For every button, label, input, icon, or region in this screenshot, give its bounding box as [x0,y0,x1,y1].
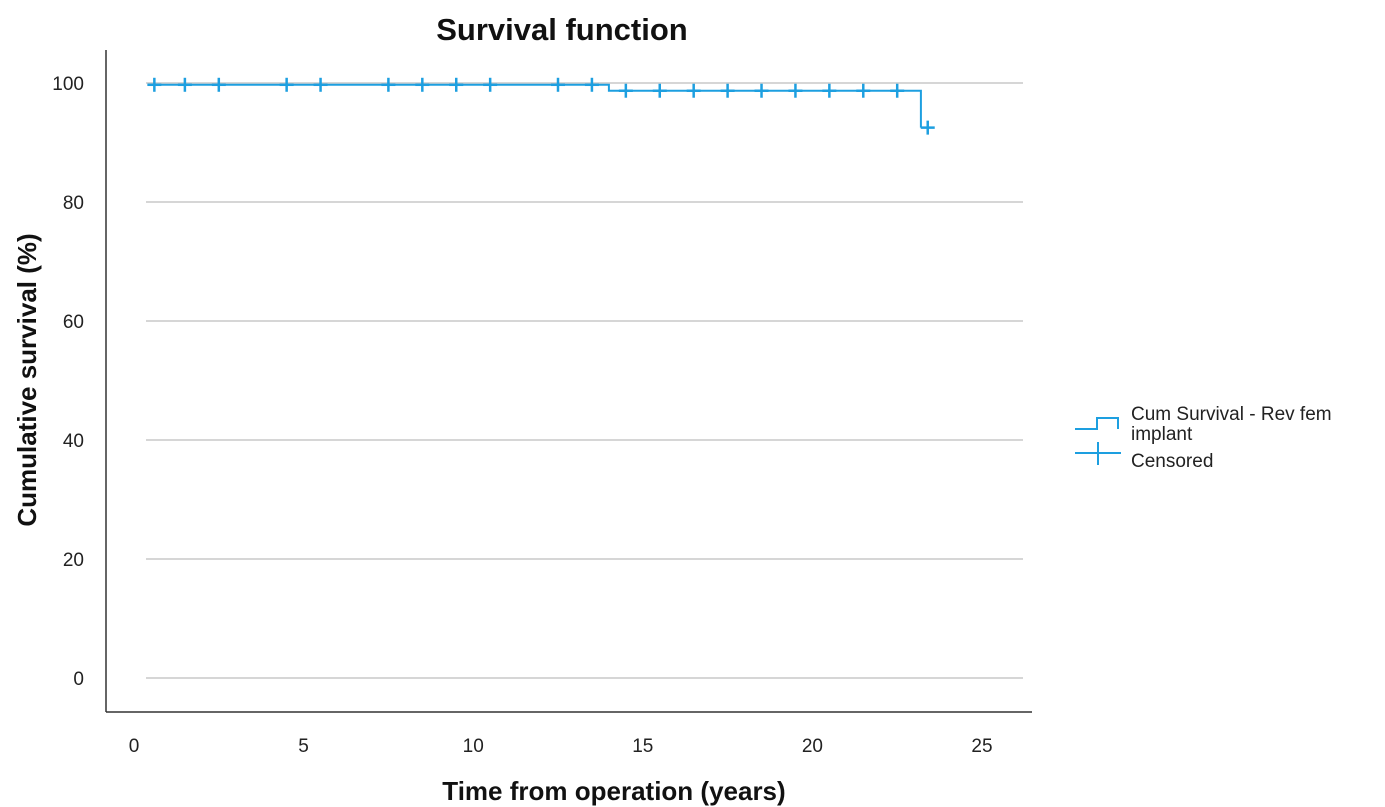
x-axis-label: Time from operation (years) [442,776,785,806]
y-tick-label: 20 [63,550,84,571]
censored-marker [211,77,226,92]
censored-markers [147,77,935,135]
y-tick-label: 0 [73,669,84,690]
y-tick-label: 100 [52,74,84,95]
legend: Cum Survival - Rev fem implant Censored [1075,404,1332,472]
x-tick-label: 15 [632,736,653,757]
censored-marker [720,83,735,98]
legend-step-icon [1075,417,1119,430]
censored-marker [415,77,430,92]
censored-marker [279,77,294,92]
censored-marker [686,83,701,98]
x-tick-label: 20 [802,736,823,757]
chart-title: Survival function [436,12,687,47]
censored-marker [584,77,599,92]
censored-marker [920,120,935,135]
y-tick-labels: 0 20 40 60 80 100 [52,74,84,690]
censored-marker [483,77,498,92]
x-tick-label: 25 [971,736,992,757]
y-tick-label: 60 [63,312,84,333]
censored-marker [381,77,396,92]
y-tick-label: 80 [63,193,84,214]
censored-marker [618,83,633,98]
survival-step-line [151,83,922,128]
censored-marker [449,77,464,92]
x-tick-label: 0 [129,736,140,757]
x-tick-labels: 0 5 10 15 20 25 [129,736,993,757]
legend-series-label-1: Cum Survival - Rev fem [1131,404,1332,425]
censored-marker [313,77,328,92]
x-tick-label: 10 [463,736,484,757]
legend-series-label-2: implant [1131,424,1193,445]
y-axis-label: Cumulative survival (%) [12,233,42,526]
censored-marker [754,83,769,98]
grid-lines [146,82,1023,679]
censored-marker [822,83,837,98]
censored-marker [652,83,667,98]
y-tick-label: 40 [63,431,84,452]
censored-marker [177,77,192,92]
legend-censored-label: Censored [1131,451,1213,472]
censored-marker [551,77,565,92]
series-layer [151,83,922,128]
censored-marker [147,77,162,92]
censored-marker [788,83,803,98]
censored-marker [890,83,905,98]
x-tick-label: 5 [298,736,309,757]
censored-marker [856,83,871,98]
